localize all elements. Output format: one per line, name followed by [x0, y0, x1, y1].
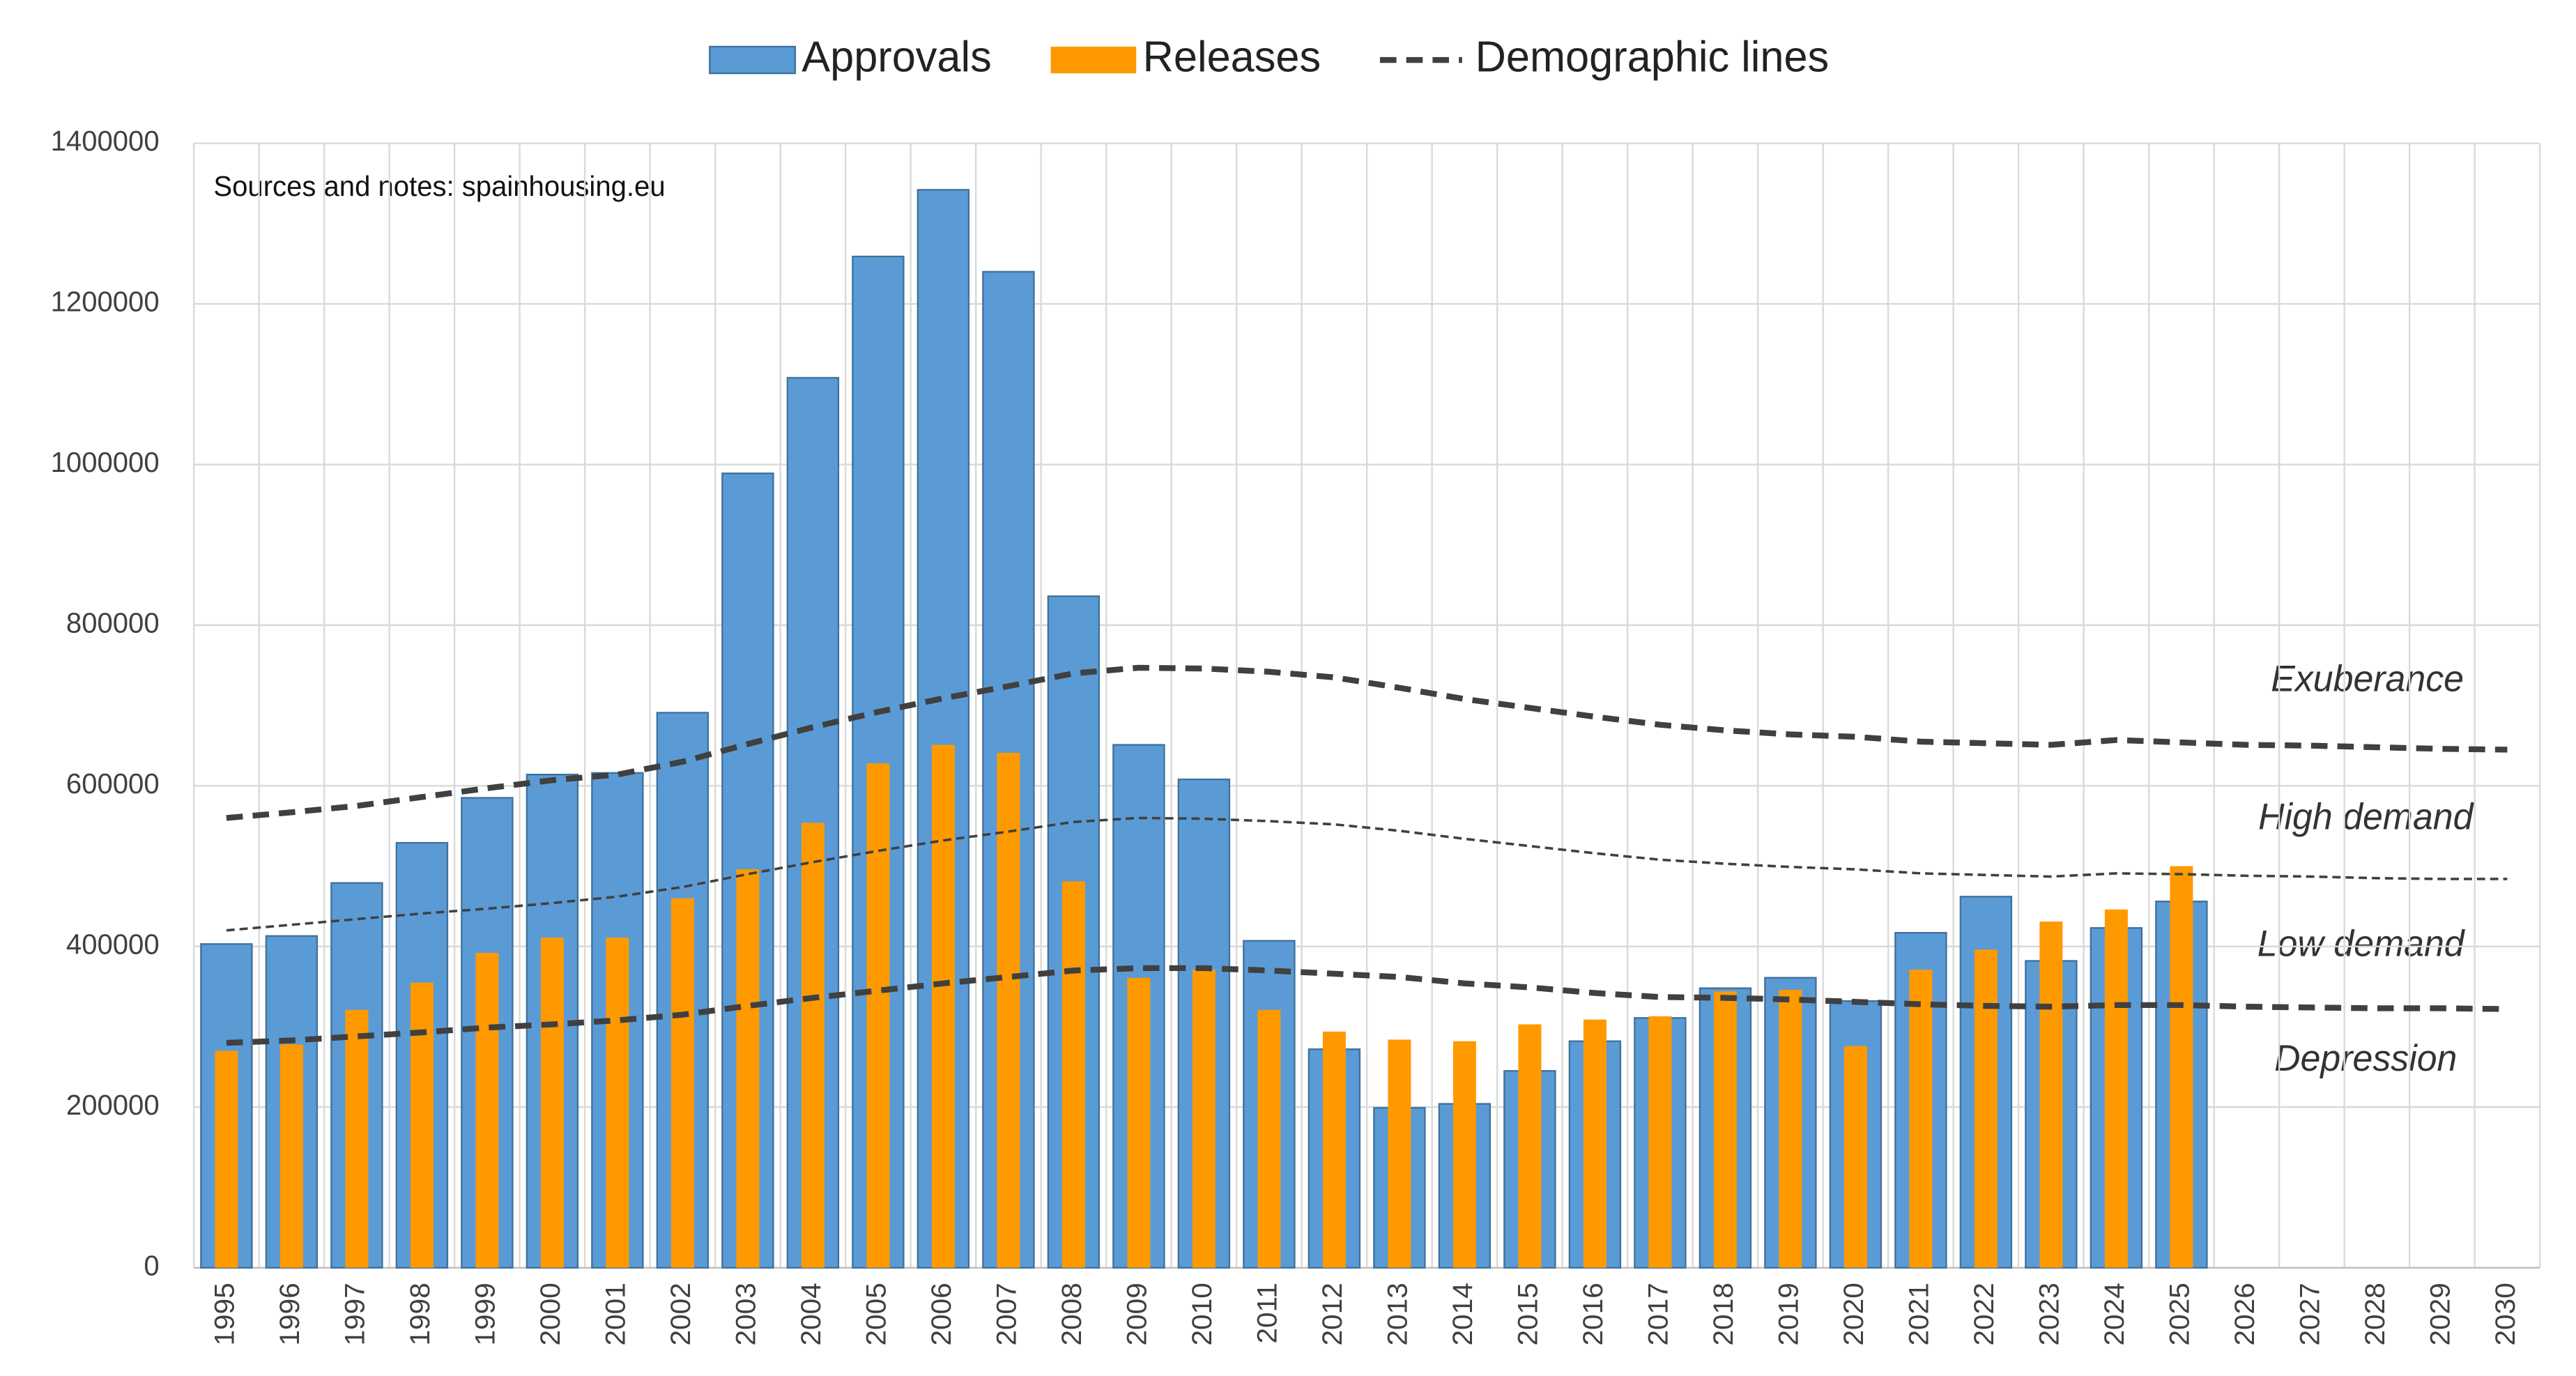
bar [475, 952, 499, 1268]
x-tick-label: 2003 [730, 1283, 762, 1345]
bar [1192, 970, 1216, 1268]
bar [1843, 1046, 1867, 1268]
legend-swatch [709, 45, 797, 75]
bar [540, 938, 564, 1268]
x-tick-label: 2021 [1903, 1283, 1935, 1345]
x-tick-label: 2019 [1772, 1283, 1804, 1345]
bar [1779, 989, 1802, 1268]
x-tick-label: 2012 [1316, 1283, 1348, 1345]
x-tick-label: 2004 [795, 1283, 827, 1345]
x-tick-label: 2015 [1512, 1283, 1544, 1345]
x-tick-label: 2023 [2033, 1283, 2065, 1345]
bar [1909, 970, 1933, 1268]
legend-swatch [1050, 46, 1137, 74]
x-tick-label: 2017 [1642, 1283, 1674, 1345]
x-tick-label: 2026 [2228, 1283, 2260, 1345]
x-tick-label: 2029 [2424, 1283, 2456, 1345]
bar [1322, 1031, 1346, 1268]
y-tick-label: 0 [144, 1249, 159, 1281]
bar [1518, 1024, 1542, 1268]
bar [1452, 1041, 1476, 1268]
x-tick-label: 1999 [469, 1283, 501, 1345]
annotation: High demand [2258, 797, 2474, 837]
x-tick-label: 2022 [1968, 1283, 2000, 1345]
annotation: Exuberance [2271, 659, 2464, 699]
bar [410, 982, 434, 1268]
bar [1388, 1039, 1411, 1268]
x-tick-label: 1998 [404, 1283, 436, 1345]
y-tick-label: 1200000 [51, 285, 160, 317]
x-tick-label: 2014 [1446, 1283, 1478, 1345]
x-tick-label: 2002 [664, 1283, 696, 1345]
x-tick-label: 2016 [1577, 1283, 1609, 1345]
bar [931, 744, 955, 1268]
bar [1061, 881, 1085, 1268]
bar [1257, 1009, 1281, 1268]
demographic-line [226, 816, 2508, 932]
bar [1974, 949, 1998, 1268]
x-tick-label: 1997 [339, 1283, 371, 1345]
bar [670, 898, 694, 1268]
x-tick-label: 2025 [2163, 1283, 2195, 1345]
x-tick-label: 2006 [925, 1283, 957, 1345]
bar [1127, 977, 1151, 1268]
y-tick-label: 600000 [66, 767, 160, 800]
legend-label: Approvals [802, 33, 991, 81]
x-tick-label: 2030 [2489, 1283, 2521, 1345]
x-tick-label: 2008 [1055, 1283, 1087, 1345]
x-tick-label: 2020 [1837, 1283, 1869, 1345]
legend-label: Releases [1143, 33, 1321, 81]
bar [736, 869, 760, 1268]
demographic-line [226, 664, 2508, 821]
x-tick-label: 2000 [534, 1283, 566, 1345]
bar [997, 753, 1020, 1268]
bar [1713, 991, 1737, 1268]
x-tick-label: 2013 [1381, 1283, 1413, 1345]
bar [279, 1044, 303, 1268]
x-tick-label: 2028 [2359, 1283, 2391, 1345]
x-tick-label: 2011 [1251, 1283, 1283, 1343]
legend: Approvals Releases Demographic lines [709, 33, 1829, 82]
x-tick-label: 1995 [208, 1283, 240, 1345]
source-note: Sources and notes: spainhousing.eu [213, 170, 665, 202]
annotation: Low demand [2257, 924, 2466, 964]
x-tick-label: 2027 [2294, 1283, 2326, 1345]
bar [2039, 922, 2063, 1268]
x-tick-label: 1996 [273, 1283, 305, 1345]
x-tick-label: 2009 [1121, 1283, 1153, 1345]
bar [345, 1009, 369, 1268]
x-tick-label: 2018 [1707, 1283, 1739, 1345]
x-tick-label: 2005 [860, 1283, 892, 1345]
y-tick-label: 200000 [66, 1089, 160, 1121]
legend-label: Demographic lines [1475, 33, 1829, 81]
y-tick-label: 1000000 [51, 446, 160, 478]
bar [2104, 909, 2128, 1268]
annotation: Depression [2274, 1039, 2457, 1079]
y-tick-label: 800000 [66, 606, 160, 639]
x-tick-label: 2010 [1186, 1283, 1218, 1345]
demographic-line [226, 965, 2508, 1046]
bar [1648, 1016, 1672, 1268]
y-tick-label: 400000 [66, 928, 160, 960]
x-tick-label: 2001 [599, 1283, 631, 1345]
x-tick-label: 2007 [990, 1283, 1022, 1345]
bar [215, 1050, 238, 1268]
bar [1583, 1019, 1607, 1268]
bar [2170, 866, 2193, 1268]
bar [866, 763, 890, 1268]
y-tick-label: 1400000 [51, 125, 160, 157]
bar [606, 938, 629, 1268]
bar [801, 823, 825, 1268]
x-tick-label: 2024 [2098, 1283, 2130, 1345]
